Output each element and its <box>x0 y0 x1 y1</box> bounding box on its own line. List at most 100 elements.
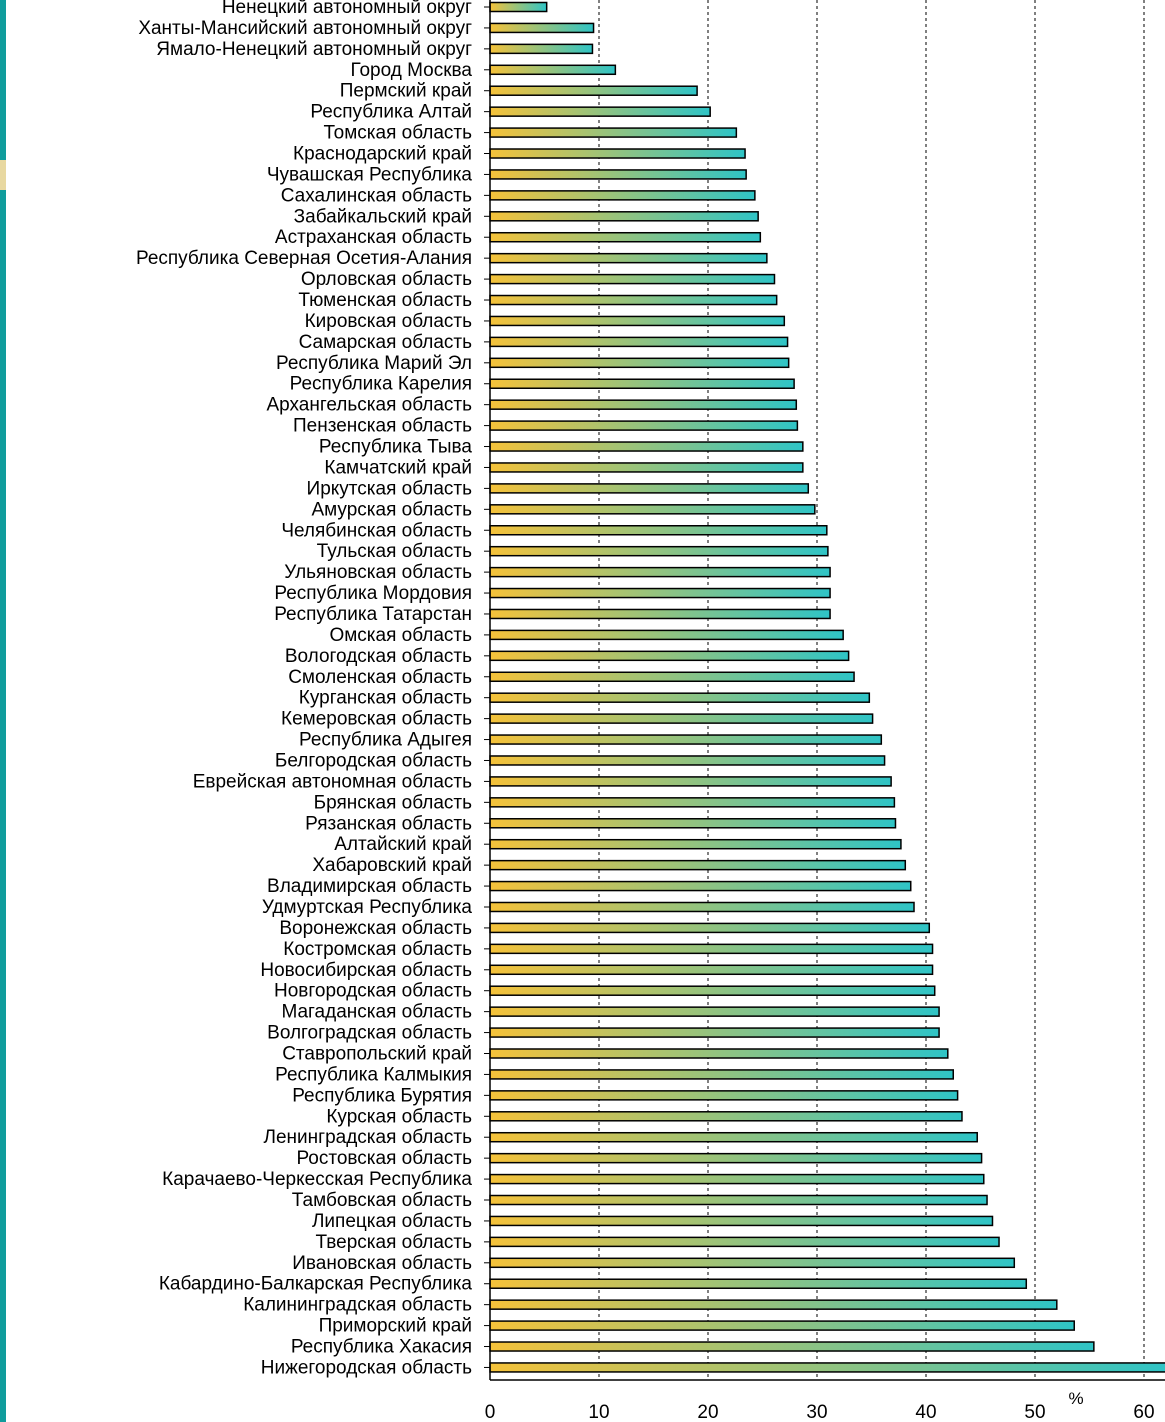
category-label: Краснодарский край <box>293 144 472 165</box>
category-label: Липецкая область <box>312 1211 472 1232</box>
bar-10 <box>489 211 759 222</box>
bar-50 <box>489 1048 949 1059</box>
category-label: Республика Северная Осетия-Алания <box>136 248 472 269</box>
category-label: Камчатский край <box>324 457 472 478</box>
grid-lines <box>598 0 1145 1380</box>
x-tick-label: 10 <box>588 1402 609 1422</box>
category-label: Волгоградская область <box>267 1023 472 1044</box>
bar-33 <box>489 692 871 703</box>
bar-52 <box>489 1090 959 1101</box>
bar-12 <box>489 252 768 264</box>
category-label: Челябинская область <box>281 520 472 541</box>
x-tick-label: 50 <box>1024 1402 1045 1422</box>
category-label: Чувашская Республика <box>267 164 473 185</box>
bar-54 <box>489 1131 978 1143</box>
category-label: Нижегородская область <box>261 1357 472 1378</box>
category-label: Республика Хакасия <box>291 1337 472 1358</box>
category-label: Ульяновская область <box>284 562 472 583</box>
x-tick-label: 40 <box>915 1402 936 1422</box>
bar-55 <box>489 1152 983 1164</box>
bar-32 <box>489 671 855 683</box>
bar-27 <box>489 566 831 578</box>
category-label: Курганская область <box>299 688 472 709</box>
category-label: Кабардино-Балкарская Республика <box>159 1274 473 1295</box>
bar-28 <box>489 587 831 599</box>
x-tick-label: 60 <box>1133 1402 1154 1422</box>
bar-64 <box>489 1341 1095 1352</box>
category-label: Омская область <box>329 625 472 646</box>
bar-57 <box>489 1194 988 1206</box>
bar-63 <box>489 1320 1075 1331</box>
bar-0 <box>489 1 548 13</box>
category-label: Удмуртская Республика <box>262 897 473 918</box>
bar-13 <box>489 273 776 285</box>
bar-29 <box>489 608 831 620</box>
bar-21 <box>489 441 804 452</box>
axes: 0 10 20 30 40 50 60 <box>484 0 1165 1422</box>
category-label: Тульская область <box>317 541 472 562</box>
bar-58 <box>489 1215 994 1227</box>
bar-44 <box>489 922 931 934</box>
left-accent-strip <box>0 0 6 1422</box>
bar-60 <box>489 1257 1016 1269</box>
category-label: Город Москва <box>350 60 472 81</box>
bar-42 <box>489 880 912 892</box>
bar-53 <box>489 1111 963 1122</box>
bar-36 <box>489 755 886 766</box>
category-label: Пермский край <box>340 81 472 102</box>
category-label: Республика Марий Эл <box>276 353 472 374</box>
bar-35 <box>489 734 883 745</box>
category-label: Ставропольский край <box>282 1044 472 1065</box>
bar-30 <box>489 629 844 641</box>
bar-19 <box>489 399 798 410</box>
bar-45 <box>489 943 934 955</box>
bar-9 <box>489 190 756 201</box>
category-label: Магаданская область <box>281 1002 472 1023</box>
category-label: Приморский край <box>319 1316 472 1337</box>
category-label: Пензенская область <box>293 416 472 437</box>
category-label: Курская область <box>326 1106 472 1127</box>
category-label: Хабаровский край <box>312 855 472 876</box>
category-label: Тамбовская область <box>292 1190 472 1211</box>
bars <box>489 1 1165 1373</box>
bar-51 <box>489 1069 954 1080</box>
bar-40 <box>489 838 902 850</box>
bar-38 <box>489 797 896 808</box>
bar-4 <box>489 85 698 96</box>
bar-61 <box>489 1278 1028 1289</box>
category-label: Рязанская область <box>305 813 472 834</box>
bar-37 <box>489 776 892 787</box>
category-label: Ямало-Ненецкий автономный округ <box>156 39 472 60</box>
bar-2 <box>489 43 594 55</box>
category-label: Ростовская область <box>296 1148 472 1169</box>
category-label: Алтайский край <box>334 834 472 855</box>
category-label: Астраханская область <box>275 227 472 248</box>
category-label: Архангельская область <box>266 395 472 416</box>
category-label: Сахалинская область <box>281 185 472 206</box>
x-tick-label: 30 <box>806 1402 827 1422</box>
category-label: Ненецкий автономный округ <box>222 0 472 18</box>
category-label: Тюменская область <box>298 290 472 311</box>
category-label: Новосибирская область <box>260 960 472 981</box>
category-label: Калининградская область <box>243 1295 472 1316</box>
bar-22 <box>489 462 804 473</box>
bar-56 <box>489 1173 985 1185</box>
bar-7 <box>489 148 746 159</box>
category-label: Иркутская область <box>307 478 473 499</box>
category-label: Амурская область <box>311 499 472 520</box>
category-label: Забайкальский край <box>294 206 472 227</box>
category-label: Республика Татарстан <box>274 604 472 625</box>
category-labels: Ненецкий автономный округХанты-Мансийски… <box>136 0 472 1378</box>
bar-11 <box>489 231 762 243</box>
category-label: Республика Тыва <box>319 437 473 458</box>
left-accent-mark <box>0 160 6 190</box>
bar-39 <box>489 818 897 829</box>
bar-23 <box>489 483 810 494</box>
category-label: Брянская область <box>314 792 472 813</box>
category-label: Ленинградская область <box>264 1127 473 1148</box>
x-tick-label: 20 <box>697 1402 718 1422</box>
bar-34 <box>489 713 874 724</box>
bar-43 <box>489 901 915 913</box>
